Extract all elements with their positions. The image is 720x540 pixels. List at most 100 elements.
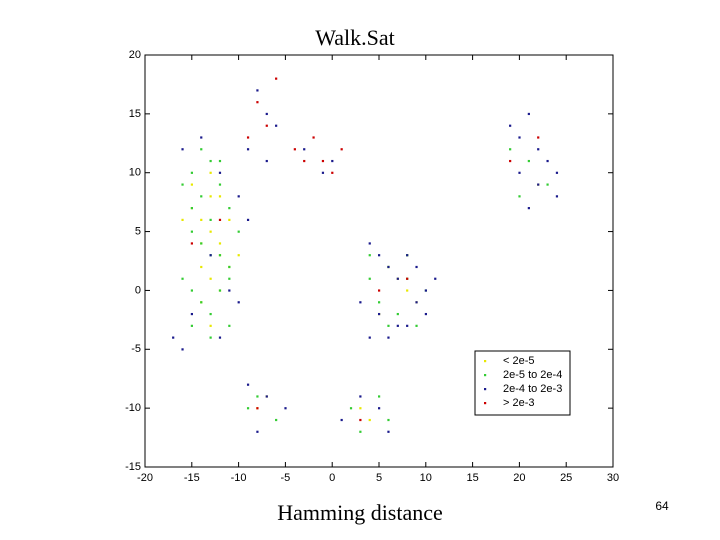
point [368, 336, 371, 339]
x-tick-label: -15 [184, 472, 200, 484]
legend-marker [484, 360, 487, 363]
point [209, 230, 212, 233]
point [190, 171, 193, 174]
point [190, 289, 193, 292]
y-tick-label: 10 [129, 167, 141, 179]
point [190, 183, 193, 186]
legend-label: 2e-4 to 2e-3 [503, 383, 562, 395]
point [237, 254, 240, 257]
point [209, 336, 212, 339]
x-tick-label: 15 [466, 472, 478, 484]
point [181, 218, 184, 221]
point [518, 195, 521, 198]
point [209, 195, 212, 198]
point [265, 124, 268, 127]
point [406, 324, 409, 327]
point [434, 277, 437, 280]
point [218, 242, 222, 245]
point [209, 312, 212, 316]
point [200, 195, 203, 198]
point [200, 265, 203, 269]
point [218, 159, 222, 163]
point [527, 112, 530, 116]
point [527, 207, 530, 210]
point [537, 136, 540, 139]
legend-label: > 2e-3 [503, 397, 535, 409]
point [284, 407, 287, 410]
point [293, 148, 296, 151]
point [303, 159, 306, 163]
y-tick-label: -5 [131, 343, 141, 355]
point [537, 148, 540, 151]
point [415, 301, 418, 304]
point [378, 312, 381, 316]
point [190, 207, 193, 210]
point [190, 324, 193, 327]
point [378, 301, 381, 304]
point [265, 112, 268, 116]
point [387, 430, 390, 433]
point [527, 159, 530, 163]
point [555, 171, 559, 174]
point [378, 289, 381, 292]
y-tick-label: 20 [129, 49, 141, 61]
point [256, 101, 259, 104]
legend-box [474, 350, 571, 416]
point [218, 336, 222, 339]
point [275, 77, 278, 80]
point [190, 230, 193, 233]
point [396, 312, 399, 316]
point [246, 148, 250, 151]
point [228, 265, 231, 269]
point [509, 159, 512, 163]
point [424, 312, 427, 316]
point [265, 159, 268, 163]
legend-marker [484, 402, 487, 405]
point [256, 89, 259, 92]
point [237, 230, 240, 233]
point [509, 124, 512, 127]
point [368, 242, 371, 245]
point [218, 254, 222, 257]
point [555, 195, 559, 198]
point [415, 324, 418, 327]
point [368, 418, 371, 422]
point [331, 171, 334, 174]
point [218, 218, 222, 221]
point [246, 407, 250, 410]
x-tick-label: -5 [281, 472, 291, 484]
point [546, 159, 549, 163]
point [190, 312, 193, 316]
x-tick-label: -20 [137, 472, 153, 484]
x-tick-label: -10 [231, 472, 247, 484]
point [228, 218, 231, 221]
point [518, 136, 521, 139]
point [359, 395, 362, 398]
y-tick-label: -10 [125, 402, 141, 414]
point [378, 395, 381, 398]
point [228, 277, 231, 280]
point [209, 159, 212, 163]
point [209, 254, 212, 257]
point [209, 324, 212, 327]
point [387, 418, 390, 422]
point [406, 254, 409, 257]
point [275, 124, 278, 127]
y-tick-label: 5 [135, 225, 141, 237]
point [218, 195, 222, 198]
point [200, 242, 203, 245]
y-tick-label: 15 [129, 108, 141, 120]
point [209, 218, 212, 221]
point [340, 418, 343, 422]
point [509, 148, 512, 151]
point [359, 430, 362, 433]
point [359, 418, 362, 422]
point [359, 407, 362, 410]
point [518, 171, 521, 174]
point [424, 289, 427, 292]
point [312, 136, 315, 139]
point [172, 336, 175, 339]
point [237, 195, 240, 198]
